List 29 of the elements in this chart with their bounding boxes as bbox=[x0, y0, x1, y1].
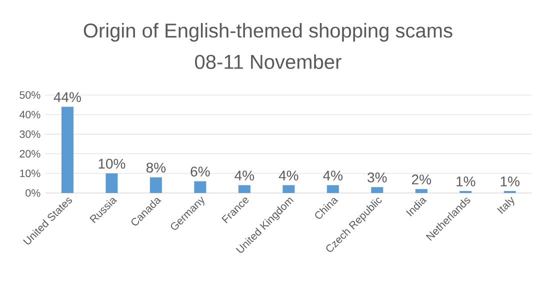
bar bbox=[194, 181, 206, 193]
data-label: 6% bbox=[190, 166, 210, 177]
data-label: 2% bbox=[412, 174, 431, 184]
data-label: 8% bbox=[146, 162, 166, 173]
y-tick-label: 40% bbox=[20, 110, 40, 118]
bar bbox=[61, 106, 74, 193]
bar bbox=[326, 185, 339, 193]
bar bbox=[371, 187, 384, 193]
bar bbox=[415, 189, 428, 193]
y-tick-label: 0% bbox=[26, 189, 40, 197]
data-label: 4% bbox=[278, 170, 298, 180]
bar bbox=[282, 185, 295, 193]
y-tick-label: 50% bbox=[20, 91, 40, 99]
data-label: 1% bbox=[456, 176, 476, 186]
bar bbox=[106, 173, 118, 193]
x-tick-label: Italy bbox=[497, 196, 514, 214]
data-label: 10% bbox=[98, 158, 126, 169]
y-tick-label: 30% bbox=[20, 130, 40, 138]
chart-title: Origin of English-themed shopping scams bbox=[84, 23, 452, 42]
y-tick-label: 20% bbox=[20, 150, 40, 158]
data-label: 44% bbox=[54, 92, 81, 102]
data-label: 1% bbox=[500, 176, 520, 186]
bar bbox=[150, 177, 162, 193]
chart-subtitle: 08-11 November bbox=[195, 54, 342, 69]
bar bbox=[238, 185, 250, 193]
data-label: 3% bbox=[368, 172, 387, 182]
data-label: 4% bbox=[234, 170, 254, 180]
data-label: 4% bbox=[323, 170, 343, 180]
y-tick-label: 10% bbox=[20, 170, 40, 178]
